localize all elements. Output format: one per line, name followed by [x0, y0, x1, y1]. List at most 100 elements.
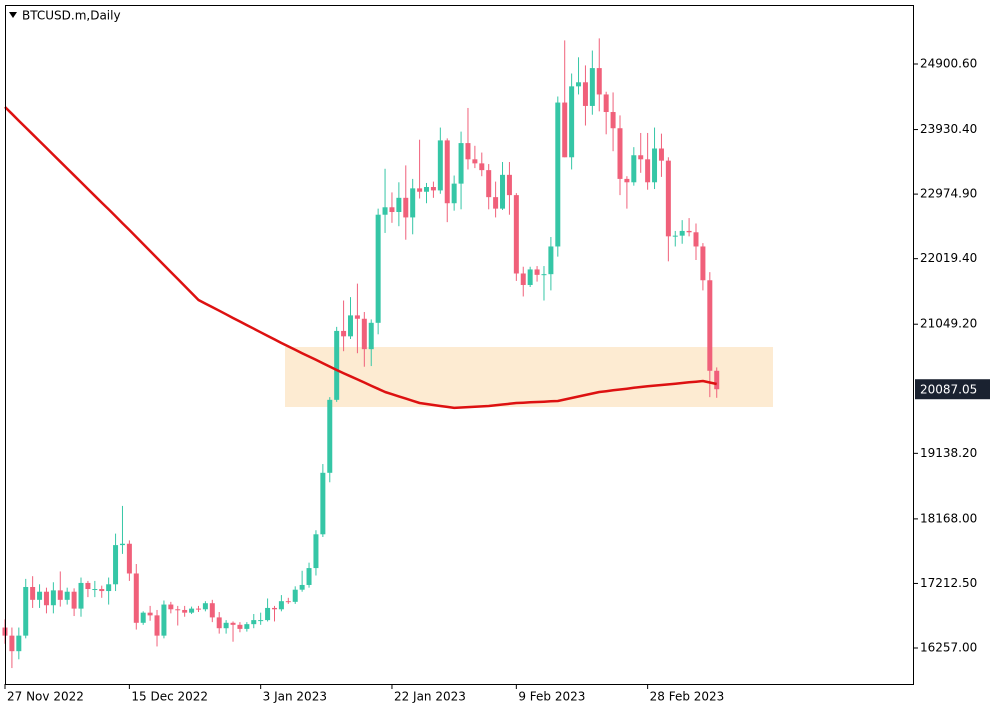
candle-body — [299, 584, 305, 590]
candle-body — [368, 322, 374, 350]
candle-body — [403, 197, 409, 218]
y-tick-label: 22019.40 — [920, 251, 977, 265]
candle-body — [582, 82, 588, 106]
candle-body — [126, 543, 132, 574]
candle-body — [175, 609, 181, 611]
candle-body — [610, 112, 616, 129]
candle-body — [71, 591, 77, 609]
candle-body — [348, 315, 353, 337]
candle-body — [486, 170, 492, 198]
candle-body — [99, 589, 105, 592]
candle-body — [430, 187, 436, 191]
candle-body — [43, 591, 49, 606]
candle-body — [168, 604, 174, 610]
candle-body — [506, 174, 512, 196]
candle-body — [85, 582, 91, 590]
candle-body — [78, 582, 84, 609]
candle-body — [458, 143, 464, 184]
candle-body — [465, 143, 471, 160]
candle-body — [472, 159, 478, 164]
candle-body — [679, 230, 685, 236]
candle-body — [320, 472, 326, 535]
candle-body — [534, 269, 540, 275]
candle-body — [50, 590, 56, 606]
candle-body — [64, 591, 70, 600]
candle-body — [665, 160, 671, 237]
candle-body — [555, 102, 561, 247]
y-tick-label: 16257.00 — [920, 641, 977, 655]
candle-body — [451, 183, 457, 204]
candle-body — [417, 188, 423, 192]
candle-body — [133, 573, 139, 623]
candle-body — [396, 197, 402, 213]
candle-body — [189, 608, 195, 613]
x-tick-label: 28 Feb 2023 — [650, 690, 725, 704]
candle-body — [306, 568, 312, 585]
candle-body — [596, 68, 602, 95]
y-tick-label: 18168.00 — [920, 511, 977, 525]
candle-body — [354, 315, 360, 319]
chart-title: BTCUSD.m,Daily — [22, 9, 121, 23]
candle-body — [686, 230, 692, 233]
plot-area — [2, 38, 773, 669]
candle-body — [216, 617, 222, 629]
candle-body — [140, 612, 146, 623]
candle-body — [424, 187, 430, 192]
candle-body — [569, 86, 575, 158]
candle-body — [617, 128, 623, 179]
candle-body — [278, 601, 284, 610]
candle-body — [230, 622, 236, 625]
candle-body — [16, 635, 22, 652]
current-price-label: 20087.05 — [920, 383, 977, 397]
candle-body — [479, 163, 485, 171]
candle-body — [327, 399, 333, 473]
candle-body — [361, 318, 367, 350]
candle-body — [638, 155, 644, 160]
candle-body — [389, 207, 395, 213]
candle-body — [113, 545, 119, 585]
x-tick-label: 15 Dec 2022 — [131, 690, 208, 704]
candle-body — [341, 330, 347, 337]
candle-body — [37, 591, 43, 600]
candle-body — [437, 140, 443, 191]
candle-body — [375, 214, 381, 323]
candle-body — [444, 140, 450, 204]
candle-body — [527, 269, 533, 285]
current-price-box — [915, 379, 990, 400]
price-zone — [285, 347, 773, 408]
candle-body — [251, 620, 257, 625]
candle-body — [9, 635, 15, 652]
candle-body — [285, 601, 291, 603]
x-tick-label: 3 Jan 2023 — [263, 690, 327, 704]
candle-body — [658, 148, 664, 161]
candle-body — [244, 624, 250, 629]
candle-body — [500, 174, 506, 209]
plot-border — [5, 5, 914, 685]
candle-body — [202, 603, 208, 610]
candle-body — [520, 273, 526, 285]
candle-body — [313, 534, 319, 569]
candle-body — [589, 68, 595, 106]
x-tick-label: 27 Nov 2022 — [7, 690, 84, 704]
candle-body — [182, 609, 188, 613]
candle-body — [209, 603, 215, 618]
candle-body — [161, 604, 167, 636]
dropdown-icon[interactable] — [9, 12, 17, 18]
moving-average-line — [4, 106, 717, 410]
candle-body — [645, 159, 651, 183]
candle-body — [271, 607, 277, 610]
y-tick-label: 22974.90 — [920, 187, 977, 201]
candle-body — [147, 612, 153, 616]
candle-body — [57, 590, 63, 600]
candle-body — [334, 330, 340, 400]
candle-body — [541, 274, 547, 276]
y-tick-label: 23930.40 — [920, 122, 977, 136]
candle-body — [106, 584, 112, 592]
x-tick-label: 9 Feb 2023 — [518, 690, 585, 704]
candle-body — [603, 94, 609, 113]
candle-body — [672, 235, 678, 237]
y-tick-label: 17212.50 — [920, 576, 977, 590]
candle-body — [562, 102, 568, 158]
candle-body — [410, 188, 416, 218]
candle-body — [154, 615, 160, 636]
